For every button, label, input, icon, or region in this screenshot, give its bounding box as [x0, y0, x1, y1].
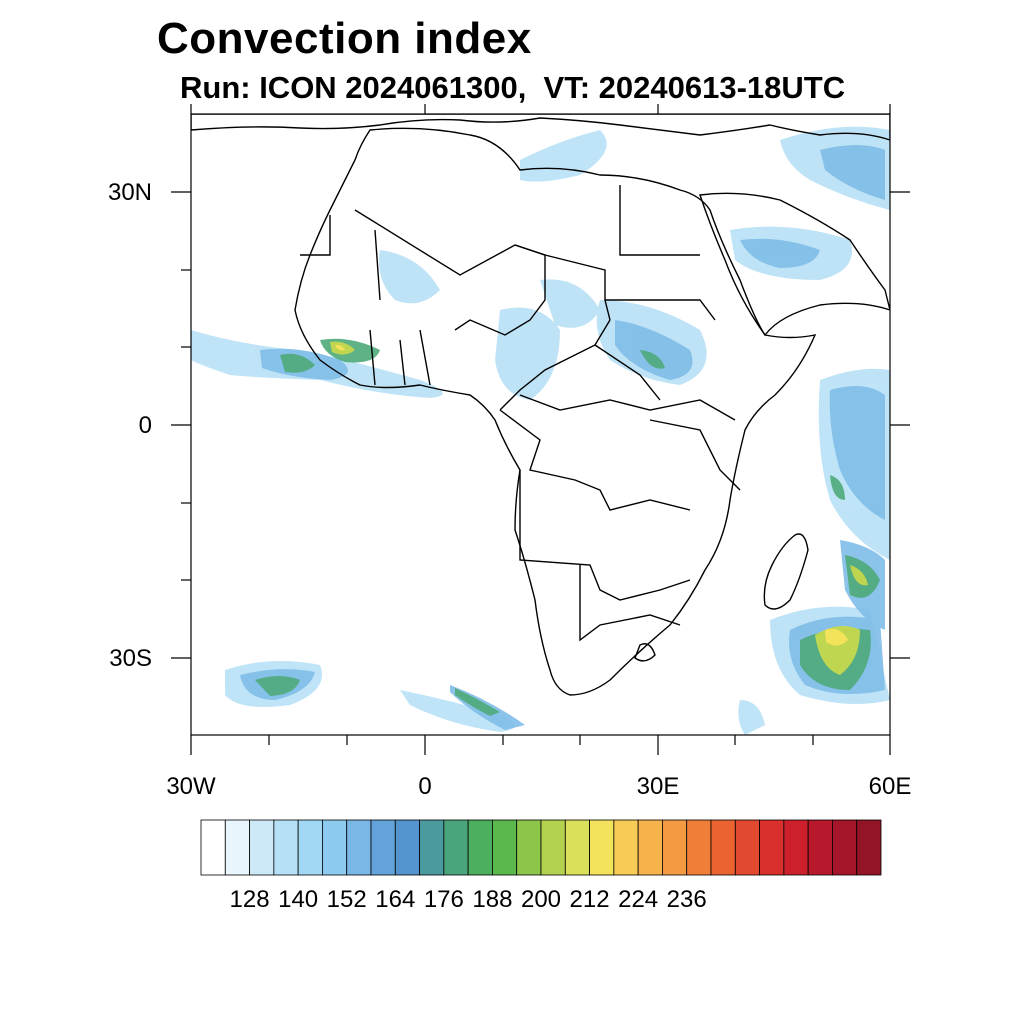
colorbar-box — [273, 819, 299, 876]
colorbar-box — [710, 819, 736, 876]
colorbar-box — [734, 819, 760, 876]
colorbar-box — [297, 819, 323, 876]
africa-coast — [294, 127, 817, 696]
convection-max-patches — [335, 344, 848, 646]
coastlines — [191, 114, 890, 696]
colorbar — [200, 819, 882, 876]
colorbar-box — [249, 819, 275, 876]
colorbar-box — [370, 819, 396, 876]
arabia-coast — [699, 192, 890, 337]
colorbar-box — [346, 819, 372, 876]
lat-label-30s: 30S — [109, 645, 152, 672]
colorbar-box — [686, 819, 712, 876]
colorbar-tick-label: 212 — [569, 886, 610, 913]
colorbar-box — [564, 819, 590, 876]
colorbar-box — [322, 819, 348, 876]
colorbar-tick-label: 224 — [618, 886, 659, 913]
colorbar-box — [613, 819, 639, 876]
europe-coast — [191, 114, 890, 141]
convection-low-patches — [191, 126, 890, 735]
chart-title: Convection index — [157, 14, 532, 63]
colorbar-box — [662, 819, 688, 876]
colorbar-tick-label: 152 — [326, 886, 367, 913]
colorbar-box — [419, 819, 445, 876]
lat-label-30n: 30N — [107, 179, 152, 206]
colorbar-box — [467, 819, 493, 876]
colorbar-box — [637, 819, 663, 876]
map-ticks — [171, 104, 910, 755]
madagascar-coast — [763, 533, 809, 610]
colorbar-tick-label: 236 — [666, 886, 707, 913]
lon-label-30w: 30W — [166, 773, 216, 800]
lon-label-30e: 30E — [636, 773, 680, 800]
colorbar-box — [759, 819, 785, 876]
lon-label-0: 0 — [418, 773, 432, 800]
colorbar-box — [856, 819, 882, 876]
colorbar-tick-label: 188 — [472, 886, 513, 913]
colorbar-box — [540, 819, 566, 876]
colorbar-box — [807, 819, 833, 876]
lat-label-0: 0 — [138, 412, 152, 439]
colorbar-box — [200, 819, 226, 876]
colorbar-box — [224, 819, 250, 876]
colorbar-box — [832, 819, 858, 876]
colorbar-tick-label: 128 — [229, 886, 270, 913]
colorbar-box — [394, 819, 420, 876]
convection-field — [191, 114, 890, 735]
chart-subtitle: Run: ICON 2024061300, VT: 20240613-18UTC — [180, 70, 846, 105]
colorbar-tick-label: 200 — [520, 886, 562, 913]
colorbar-tick-label: 164 — [375, 886, 416, 913]
colorbar-box — [443, 819, 469, 876]
colorbar-tick-label: 176 — [423, 886, 464, 913]
colorbar-box — [783, 819, 809, 876]
colorbar-box — [589, 819, 615, 876]
colorbar-tick-label: 140 — [278, 886, 319, 913]
lon-label-60e: 60E — [868, 773, 912, 800]
colorbar-box — [516, 819, 542, 876]
colorbar-box — [492, 819, 518, 876]
